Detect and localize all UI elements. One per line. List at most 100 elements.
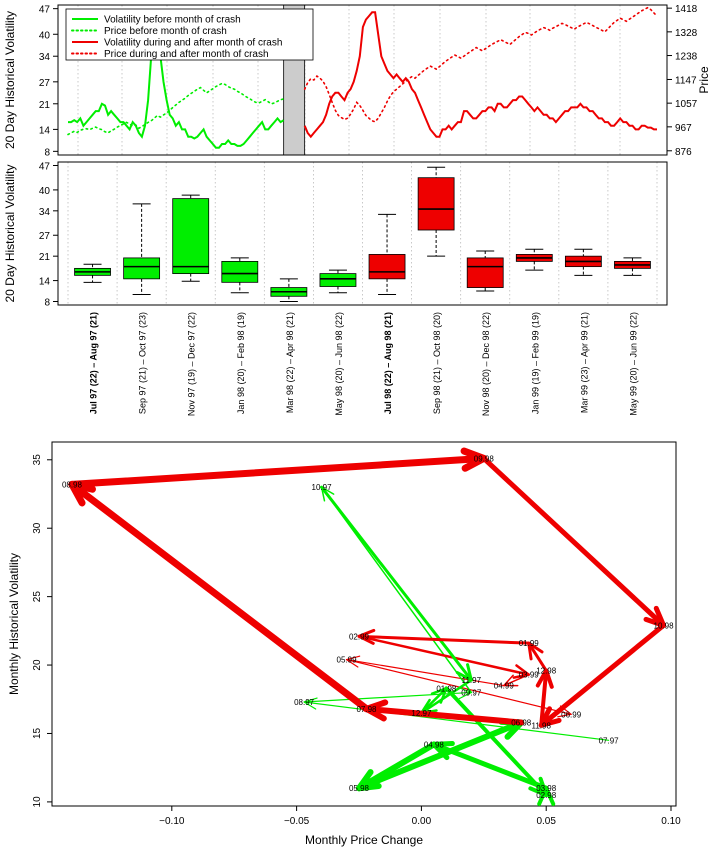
point-label: 01.99: [519, 639, 540, 648]
boxplot-panel: Jul 97 (22) – Aug 97 (21) Sep 97 (21) – O…: [3, 161, 668, 416]
series-group: [67, 6, 658, 149]
arrow-shaft: [539, 668, 549, 728]
point-label: 01.98: [436, 684, 457, 693]
plot-frame: [57, 4, 668, 156]
arrow-shaft: [420, 687, 448, 715]
arrow-head: [512, 664, 530, 679]
point-label: 05.99: [337, 656, 358, 665]
arrow-shaft: [345, 658, 505, 687]
y2-tick-label: 876: [675, 147, 692, 158]
y-tick-label: 14: [39, 277, 51, 288]
category-label: Mar 98 (22) – Apr 98 (21): [285, 312, 295, 413]
y2-tick-label: 1057: [675, 99, 698, 110]
box: [172, 198, 210, 275]
point-label: 07.98: [356, 705, 377, 714]
point-label: 02.99: [349, 632, 370, 641]
y-tick-label: 8: [44, 298, 50, 309]
y-axis-label: 20 Day Historical Volatility: [3, 11, 17, 149]
arrow-shaft: [481, 455, 667, 628]
category-label: Jan 99 (19) – Feb 99 (19): [530, 312, 540, 414]
y-tick-label: 14: [39, 125, 51, 136]
category-label: Nov 98 (20) – Dec 98 (22): [481, 312, 491, 416]
point-label: 11.97: [462, 676, 482, 685]
point-label: 09.98: [474, 454, 495, 463]
point-label: 06.99: [561, 710, 582, 719]
legend-label: Volatility during and after month of cra…: [104, 38, 282, 49]
y-tick-label: 25: [32, 591, 43, 603]
point-label: 10.98: [654, 621, 675, 630]
point-label: 12.98: [536, 667, 557, 676]
point-label: 11.98: [531, 721, 551, 730]
arrow-head: [538, 706, 562, 728]
arrow-shaft: [527, 641, 548, 673]
price-after-line: [303, 6, 658, 123]
point-label: 02.98: [536, 791, 557, 800]
point-label: 05.98: [349, 784, 370, 793]
y-tick-label: 47: [39, 5, 51, 16]
x-tick-label: −0.05: [284, 816, 310, 827]
y-tick-label: 21: [39, 100, 51, 111]
arrow-shaft: [444, 686, 549, 798]
x-tick-label: −0.10: [159, 816, 185, 827]
y-tick-label: 27: [39, 231, 51, 242]
category-label: Jan 98 (20) – Feb 98 (19): [236, 312, 246, 414]
y2-tick-label: 967: [675, 123, 692, 134]
legend-label: Volatility before month of crash: [104, 15, 241, 26]
x-axis-label: Monthly Price Change: [305, 833, 423, 847]
arrow-head: [535, 668, 554, 689]
box: [368, 254, 406, 280]
y-tick-label: 40: [39, 30, 51, 41]
y-tick-label: 30: [32, 522, 43, 534]
arrow-shaft: [363, 705, 525, 726]
point-label: 03.98: [536, 784, 557, 793]
arrow-shaft: [357, 635, 530, 676]
y-tick-label: 8: [44, 147, 50, 158]
point-label: 10.97: [312, 483, 333, 492]
arrow-shaft: [538, 622, 667, 728]
point-label: 03.99: [519, 671, 540, 680]
y-tick-label: 10: [32, 796, 43, 808]
y-tick-label: 40: [39, 186, 51, 197]
x-tick-label: 0.00: [412, 816, 432, 827]
category-label: Nov 97 (19) – Dec 97 (22): [187, 312, 197, 416]
x-tick-label: 0.10: [661, 816, 681, 827]
y2-tick-label: 1147: [675, 75, 697, 86]
arrow-head: [455, 663, 473, 682]
category-label: Sep 97 (21) – Oct 97 (23): [138, 312, 148, 414]
y-tick-label: 34: [39, 207, 51, 218]
legend-label: Price during and after month of crash: [104, 49, 269, 60]
y-tick-label: 27: [39, 78, 51, 89]
arrow-shaft: [356, 719, 525, 792]
volatility-after-line: [303, 11, 657, 139]
category-label: Sep 98 (21) – Oct 98 (20): [432, 312, 442, 414]
legend-box: [65, 8, 314, 61]
category-label: Mar 99 (23) – Apr 99 (21): [579, 312, 589, 413]
category-label: Jul 97 (22) – Aug 97 (21): [89, 312, 99, 414]
y-tick-label: 35: [32, 454, 43, 466]
volatility-before-line: [68, 19, 285, 149]
arrows-group: [68, 447, 667, 806]
point-label: 08.98: [62, 480, 83, 489]
arrow-shaft: [320, 485, 473, 682]
scatter-panel: −0.10 −0.05 0.00 0.05 0.10 Monthly Price Chan…: [7, 441, 681, 847]
price-before-line: [67, 82, 285, 136]
y-tick-label: 15: [32, 727, 43, 739]
arrow-shaft: [303, 701, 610, 741]
y-tick-label: 20: [32, 659, 43, 671]
y2-axis-label: Price: [697, 66, 711, 94]
box: [123, 257, 161, 280]
arrow-shaft: [68, 454, 488, 488]
legend-label: Price before month of crash: [104, 26, 227, 37]
point-label: 12.97: [411, 709, 432, 718]
point-label: 07.97: [599, 736, 620, 745]
y-tick-label: 21: [39, 252, 51, 263]
y-tick-label: 34: [39, 52, 51, 63]
box: [466, 257, 504, 288]
arrow-head: [460, 447, 488, 472]
arrow-head: [503, 674, 519, 687]
point-label: 08.97: [294, 698, 315, 707]
y-tick-label: 47: [39, 161, 51, 172]
